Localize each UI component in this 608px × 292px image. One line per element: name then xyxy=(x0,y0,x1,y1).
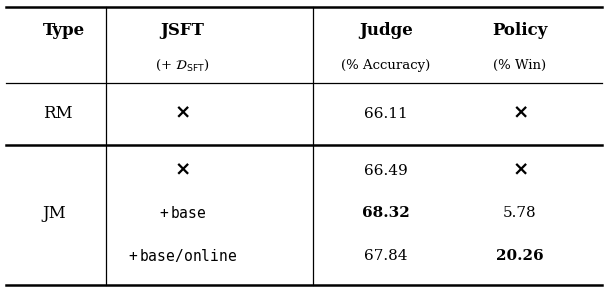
Text: (% Accuracy): (% Accuracy) xyxy=(342,59,430,72)
Text: 5.78: 5.78 xyxy=(503,206,537,220)
Text: $\boldsymbol{\times}$: $\boldsymbol{\times}$ xyxy=(174,105,190,123)
Text: JSFT: JSFT xyxy=(161,22,204,39)
Text: $\mathtt{+\,base/online}$: $\mathtt{+\,base/online}$ xyxy=(128,247,237,264)
Text: 66.49: 66.49 xyxy=(364,164,408,178)
Text: 20.26: 20.26 xyxy=(496,248,544,263)
Text: $\mathtt{+\,base}$: $\mathtt{+\,base}$ xyxy=(159,205,206,221)
Text: JM: JM xyxy=(43,205,66,222)
Text: Type: Type xyxy=(43,22,85,39)
Text: (+ $\mathcal{D}_\mathsf{SFT}$): (+ $\mathcal{D}_\mathsf{SFT}$) xyxy=(155,58,210,73)
Text: Judge: Judge xyxy=(359,22,413,39)
Text: (% Win): (% Win) xyxy=(493,59,547,72)
Text: Policy: Policy xyxy=(492,22,548,39)
Text: $\boldsymbol{\times}$: $\boldsymbol{\times}$ xyxy=(174,162,190,180)
Text: 66.11: 66.11 xyxy=(364,107,408,121)
Text: 67.84: 67.84 xyxy=(364,248,408,263)
Text: $\boldsymbol{\times}$: $\boldsymbol{\times}$ xyxy=(512,105,528,123)
Text: $\boldsymbol{\times}$: $\boldsymbol{\times}$ xyxy=(512,162,528,180)
Text: 68.32: 68.32 xyxy=(362,206,410,220)
Text: RM: RM xyxy=(43,105,72,122)
